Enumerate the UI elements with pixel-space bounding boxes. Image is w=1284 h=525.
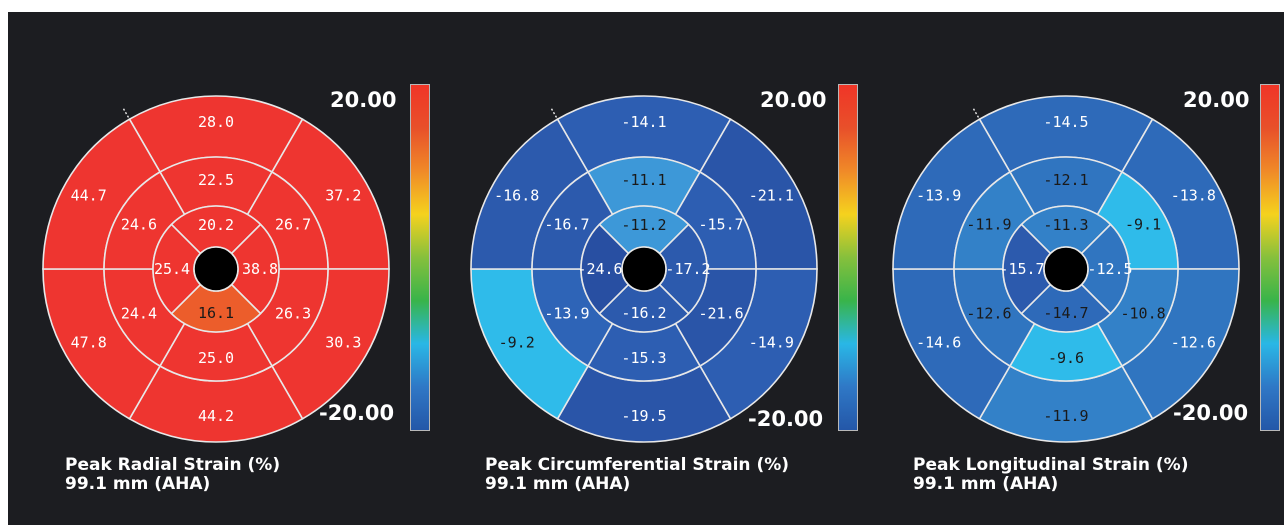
basal-segment-value: -11.9: [1043, 407, 1088, 425]
basal-segment-value: -14.6: [916, 334, 961, 352]
color-scale-bar: [838, 84, 858, 431]
apical-segment-value: 25.4: [154, 260, 190, 278]
orientation-marker: [971, 106, 980, 118]
mid-segment-value: -16.7: [544, 216, 589, 234]
center-hole: [621, 246, 667, 292]
apical-segment-value: -16.2: [621, 304, 666, 322]
apical-segment-value: -15.7: [999, 260, 1044, 278]
caption-title: Peak Longitudinal Strain (%): [913, 455, 1189, 475]
mid-segment-value: -13.9: [544, 305, 589, 323]
basal-segment-value: 47.8: [71, 334, 107, 352]
mid-segment-value: -15.3: [621, 349, 666, 367]
mid-segment-value: -11.9: [966, 216, 1011, 234]
orientation-marker: [549, 106, 558, 118]
basal-segment-value: 28.0: [198, 113, 234, 131]
apical-segment-value: 38.8: [242, 260, 278, 278]
apical-segment-value: 16.1: [198, 304, 234, 322]
caption-title: Peak Radial Strain (%): [65, 455, 281, 475]
color-scale-bar: [1260, 84, 1280, 431]
mid-segment-value: 26.3: [275, 305, 311, 323]
mid-segment-value: -12.6: [966, 305, 1011, 323]
circumferential-strain-bullseye: -14.1 -21.1 -14.9 -19.5 -9.2 -16.8 -11.1 -15.7 -…: [470, 95, 818, 443]
mid-segment-value: 25.0: [198, 349, 234, 367]
scale-max-label: 20.00: [760, 88, 827, 112]
mid-segment-value: 24.6: [121, 216, 157, 234]
apical-segment-value: 20.2: [198, 216, 234, 234]
mid-segment-value: -11.1: [621, 171, 666, 189]
caption-subtitle: 99.1 mm (AHA): [913, 474, 1059, 494]
basal-segment-value: 30.3: [325, 334, 361, 352]
basal-segment-value: -12.6: [1171, 334, 1216, 352]
apical-segment-value: -12.5: [1087, 260, 1132, 278]
scale-max-label: 20.00: [1183, 88, 1250, 112]
basal-segment-value: -9.2: [499, 334, 535, 352]
basal-segment-value: -21.1: [749, 187, 794, 205]
caption-subtitle: 99.1 mm (AHA): [485, 474, 631, 494]
strain-display-panel: 28.0 37.2 30.3 44.2 47.8 44.7 22.5 26.7 26.3 25.0…: [8, 12, 1284, 525]
apical-segment-value: -24.6: [577, 260, 622, 278]
apical-segment-value: -17.2: [665, 260, 710, 278]
center-hole: [193, 246, 239, 292]
basal-segment-value: -19.5: [621, 407, 666, 425]
mid-segment-value: 24.4: [121, 305, 157, 323]
scale-min-label: -20.00: [748, 407, 824, 431]
mid-segment-value: 22.5: [198, 171, 234, 189]
orientation-marker: [121, 106, 130, 118]
basal-segment-value: 44.2: [198, 407, 234, 425]
basal-segment-value: -13.9: [916, 187, 961, 205]
basal-segment-value: 37.2: [325, 187, 361, 205]
caption-subtitle: 99.1 mm (AHA): [65, 474, 211, 494]
scale-min-label: -20.00: [1173, 401, 1249, 425]
mid-segment-value: -15.7: [698, 216, 743, 234]
scale-min-label: -20.00: [319, 401, 395, 425]
mid-segment-value: -21.6: [698, 305, 743, 323]
color-scale-bar: [410, 84, 430, 431]
caption-title: Peak Circumferential Strain (%): [485, 455, 790, 475]
radial-strain-bullseye: 28.0 37.2 30.3 44.2 47.8 44.7 22.5 26.7 26.3 25.0…: [42, 95, 390, 443]
basal-segment-value: -14.1: [621, 113, 666, 131]
mid-segment-value: -9.1: [1125, 216, 1161, 234]
mid-segment-value: 26.7: [275, 216, 311, 234]
scale-max-label: 20.00: [330, 88, 397, 112]
longitudinal-strain-bullseye: -14.5 -13.8 -12.6 -11.9 -14.6 -13.9 -12.1 -9.1 -…: [892, 95, 1240, 443]
longitudinal-strain-caption: Peak Longitudinal Strain (%) 99.1 mm (AH…: [913, 456, 1189, 494]
basal-segment-value: -13.8: [1171, 187, 1216, 205]
mid-segment-value: -10.8: [1120, 305, 1165, 323]
basal-segment-value: 44.7: [71, 187, 107, 205]
radial-strain-caption: Peak Radial Strain (%) 99.1 mm (AHA): [65, 456, 280, 494]
basal-segment-value: -16.8: [494, 187, 539, 205]
basal-segment-value: -14.9: [749, 334, 794, 352]
circumferential-strain-caption: Peak Circumferential Strain (%) 99.1 mm …: [485, 456, 789, 494]
apical-segment-value: -14.7: [1043, 304, 1088, 322]
center-hole: [1043, 246, 1089, 292]
apical-segment-value: -11.3: [1043, 216, 1088, 234]
mid-segment-value: -9.6: [1048, 349, 1084, 367]
mid-segment-value: -12.1: [1043, 171, 1088, 189]
apical-segment-value: -11.2: [621, 216, 666, 234]
basal-segment-value: -14.5: [1043, 113, 1088, 131]
